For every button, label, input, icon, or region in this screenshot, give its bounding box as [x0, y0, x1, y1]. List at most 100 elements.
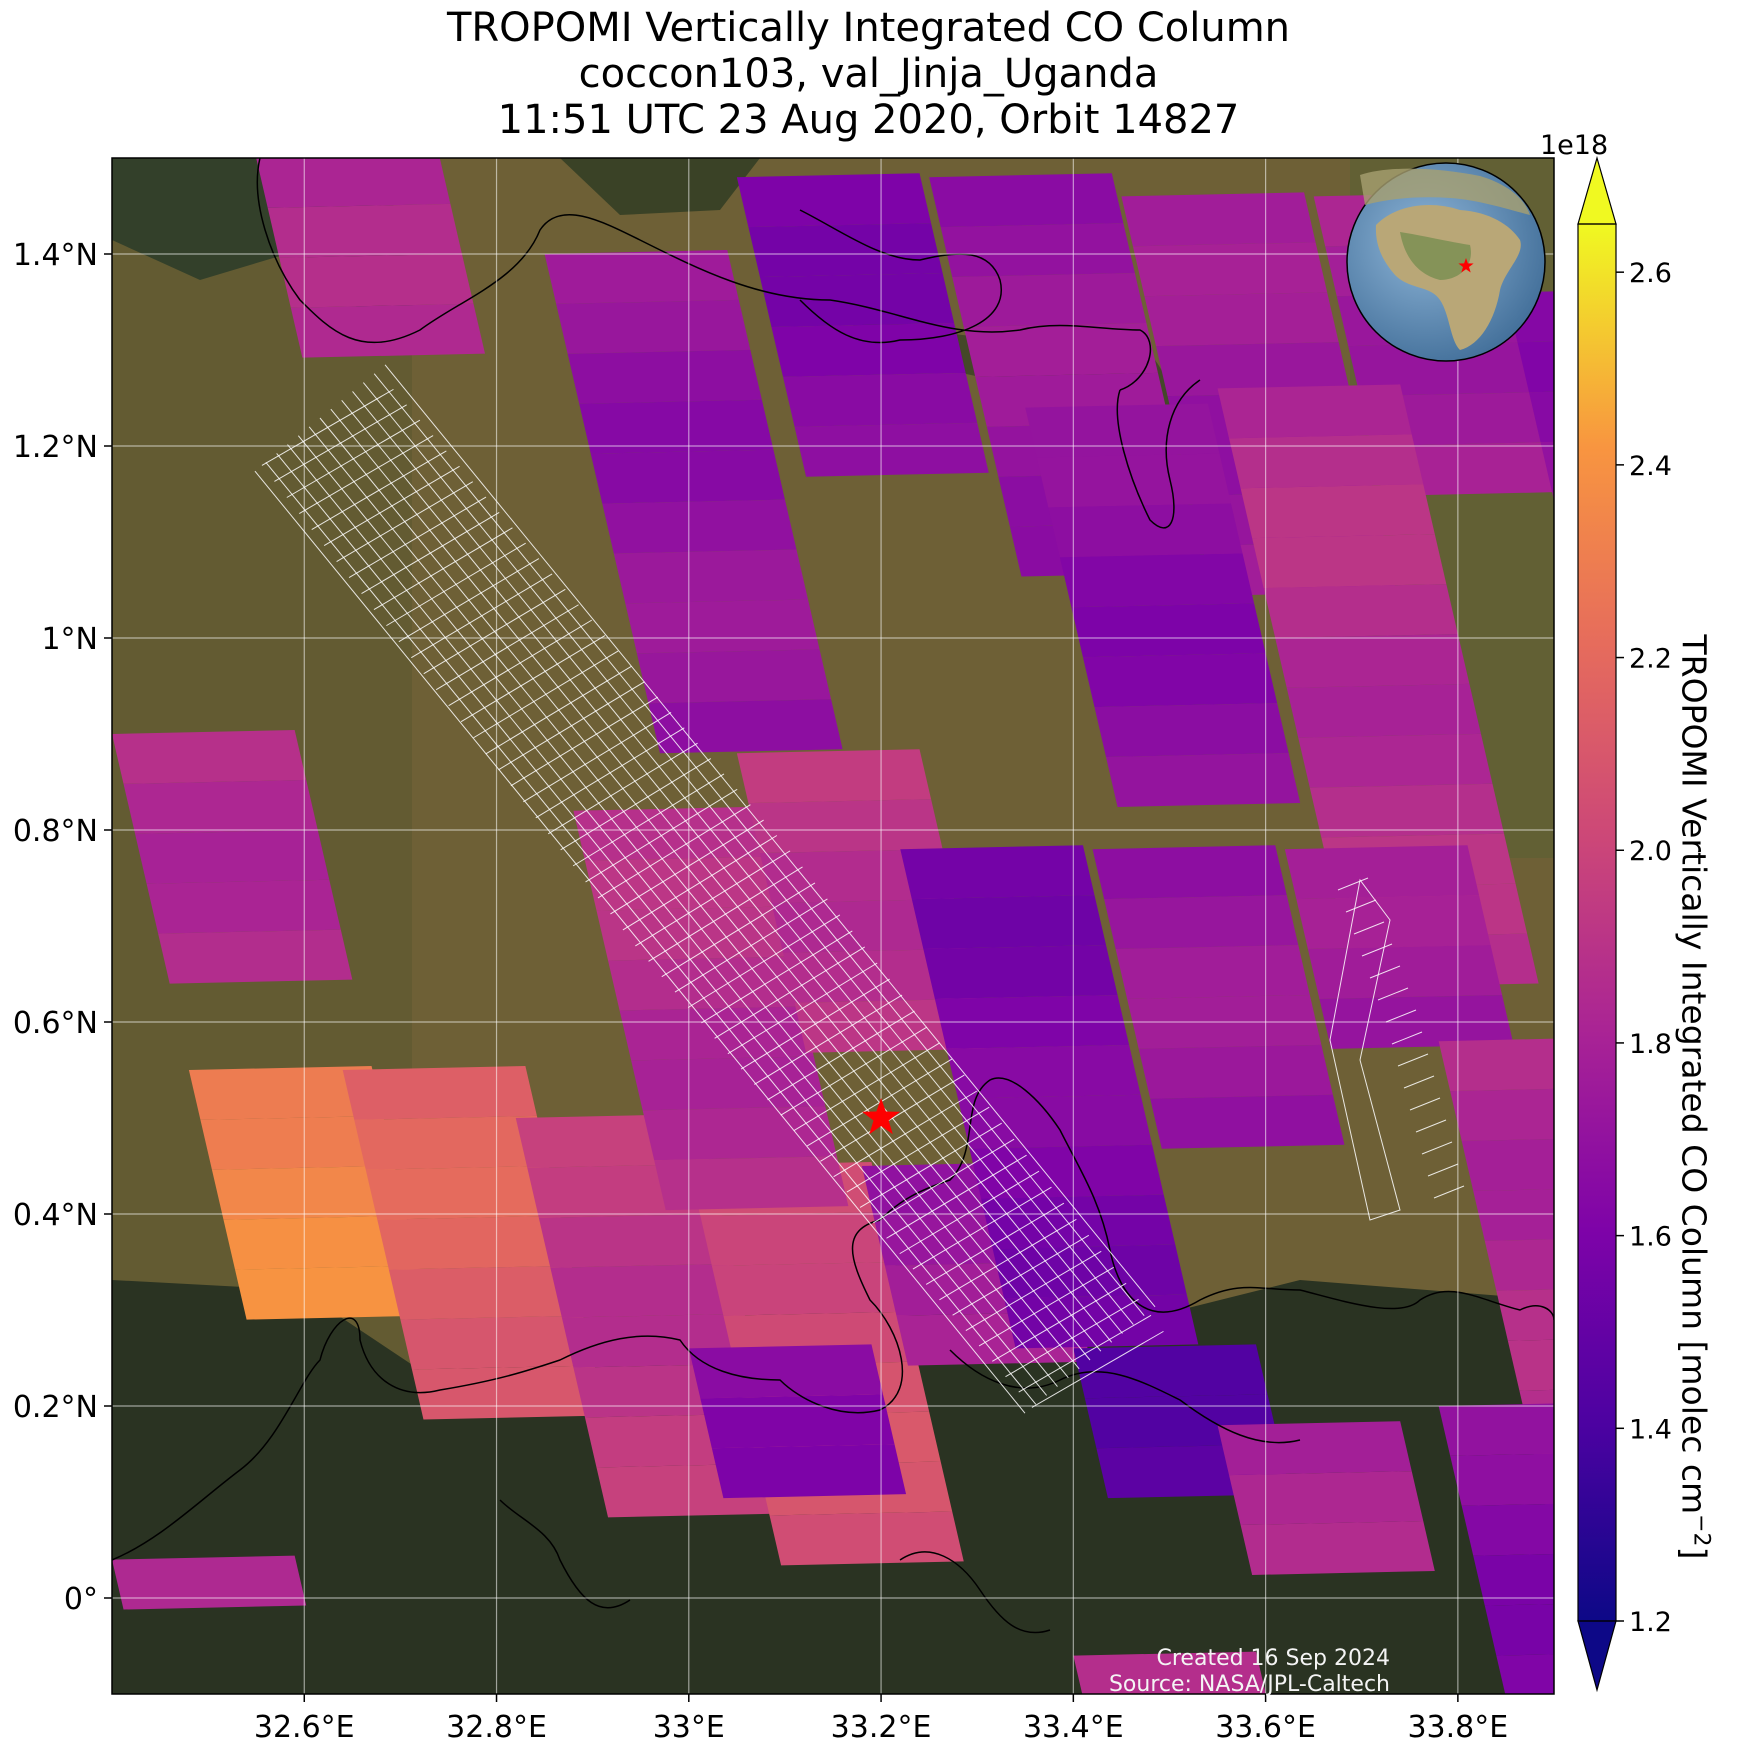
co-pixel	[711, 1444, 907, 1499]
x-tick-label: 33.6°E	[1215, 1710, 1316, 1745]
co-pixel	[1496, 1654, 1554, 1694]
co-pixel	[923, 945, 1118, 999]
co-pixel	[711, 1261, 907, 1316]
co-pixel	[613, 549, 809, 604]
co-pixel	[590, 449, 785, 504]
co-pixel	[1048, 503, 1243, 558]
colorbar-ticks: 2.6 2.4 2.2 2.0 1.8 1.6 1.4 1.2	[1616, 258, 1672, 1638]
co-pixel	[1115, 945, 1310, 999]
co-pixel	[354, 1115, 549, 1170]
co-pixel	[146, 879, 341, 934]
y-tick-label: 0.4°N	[13, 1198, 98, 1233]
co-pixel	[952, 273, 1147, 327]
co-pixel	[223, 1215, 418, 1270]
footprint-line	[1427, 1163, 1459, 1177]
y-tick-label: 1.2°N	[13, 430, 98, 465]
co-pixel	[400, 1315, 595, 1370]
co-pixel	[654, 1156, 849, 1211]
co-pixel	[188, 1066, 384, 1120]
footprint-line	[1353, 921, 1385, 935]
co-pixel	[748, 799, 943, 854]
footprint-line	[1369, 965, 1401, 979]
x-tick-label: 32.6°E	[254, 1710, 355, 1745]
colorbar-tick-label: 2.4	[1629, 451, 1672, 482]
footprint-line	[1433, 1185, 1465, 1199]
co-pixel	[900, 845, 1095, 900]
co-pixel	[550, 1263, 745, 1318]
globe-vegetation	[1400, 232, 1471, 280]
footprint-line	[1329, 1039, 1401, 1221]
colorbar-tick-label: 1.6	[1629, 1222, 1672, 1253]
coastlines	[112, 158, 1554, 1634]
co-pixel	[365, 1165, 560, 1220]
footprint-line	[1421, 1141, 1453, 1155]
co-pixel	[1240, 1521, 1435, 1575]
graticule	[112, 158, 1554, 1694]
co-pixel	[1296, 895, 1491, 950]
globe-site-star-icon	[1458, 258, 1474, 273]
co-pixel	[211, 1165, 407, 1220]
footprint-line	[1329, 878, 1391, 1061]
co-pixel	[200, 1115, 395, 1170]
x-tick-label: 33°E	[653, 1710, 725, 1745]
co-pixel	[1473, 1553, 1554, 1606]
co-pixel	[1348, 342, 1543, 397]
co-pixel	[158, 929, 353, 984]
credit-source: Source: NASA/JPL-Caltech	[1108, 1672, 1390, 1697]
co-pixel	[1150, 1094, 1345, 1149]
co-pixel	[642, 1106, 837, 1161]
footprint-line	[1345, 899, 1377, 913]
co-pixel	[1438, 1038, 1554, 1092]
title-line-1: TROPOMI Vertically Integrated CO Column	[446, 5, 1291, 51]
co-pixel	[1217, 384, 1412, 439]
colorbar-tick-label: 1.2	[1629, 1607, 1672, 1638]
co-pixels	[112, 158, 1554, 1694]
co-pixel	[1252, 534, 1447, 589]
co-pixel	[135, 829, 330, 884]
co-pixel	[1309, 783, 1505, 838]
co-pixel	[963, 322, 1158, 377]
footprint-line	[287, 444, 1058, 1387]
footprint-line	[1337, 877, 1369, 891]
co-pixel	[1473, 1189, 1554, 1241]
co-pixel	[1450, 1088, 1554, 1142]
co-pixel	[112, 1555, 307, 1610]
co-pixel	[1156, 342, 1351, 397]
co-pixel	[1496, 1289, 1554, 1341]
colorbar-label: TROPOMI Vertically Integrated CO Column …	[1674, 634, 1720, 1560]
co-pixel	[1507, 1339, 1554, 1391]
co-pixel	[1298, 733, 1493, 788]
co-pixel	[1094, 703, 1289, 758]
colorbar-tick-label: 1.8	[1629, 1029, 1672, 1060]
colorbar-tick-label: 2.0	[1629, 836, 1672, 867]
footprint-line	[1391, 1031, 1423, 1045]
co-pixel	[1307, 945, 1503, 999]
lake-north	[560, 158, 760, 215]
co-pixel	[1275, 634, 1470, 688]
co-pixel	[1517, 341, 1554, 393]
co-pixel	[929, 173, 1124, 228]
co-pixel	[1036, 453, 1231, 508]
co-pixel	[1284, 845, 1480, 900]
colorbar-label-main: TROPOMI Vertically Integrated CO Column …	[1674, 634, 1714, 1515]
co-pixel	[538, 1213, 734, 1268]
co-pixel	[1540, 441, 1554, 493]
co-pixel	[736, 173, 932, 228]
co-pixel	[544, 250, 739, 304]
co-pixel	[602, 499, 797, 554]
co-pixel	[1071, 603, 1266, 658]
y-tick-label: 0.6°N	[13, 1006, 98, 1041]
footprint-line	[265, 461, 1037, 1405]
co-pixel	[1229, 434, 1424, 489]
footprint-line	[1409, 1097, 1441, 1111]
map-area	[112, 158, 1554, 1694]
co-pixel	[625, 599, 820, 654]
co-pixel	[1144, 292, 1339, 347]
colorbar-label-sup: −2	[1688, 1514, 1714, 1547]
co-pixel	[112, 730, 307, 784]
co-pixel	[1286, 683, 1481, 738]
colorbar-frame	[1577, 223, 1617, 1622]
y-tick-label: 1°N	[41, 622, 98, 657]
co-pixel	[1132, 242, 1328, 297]
